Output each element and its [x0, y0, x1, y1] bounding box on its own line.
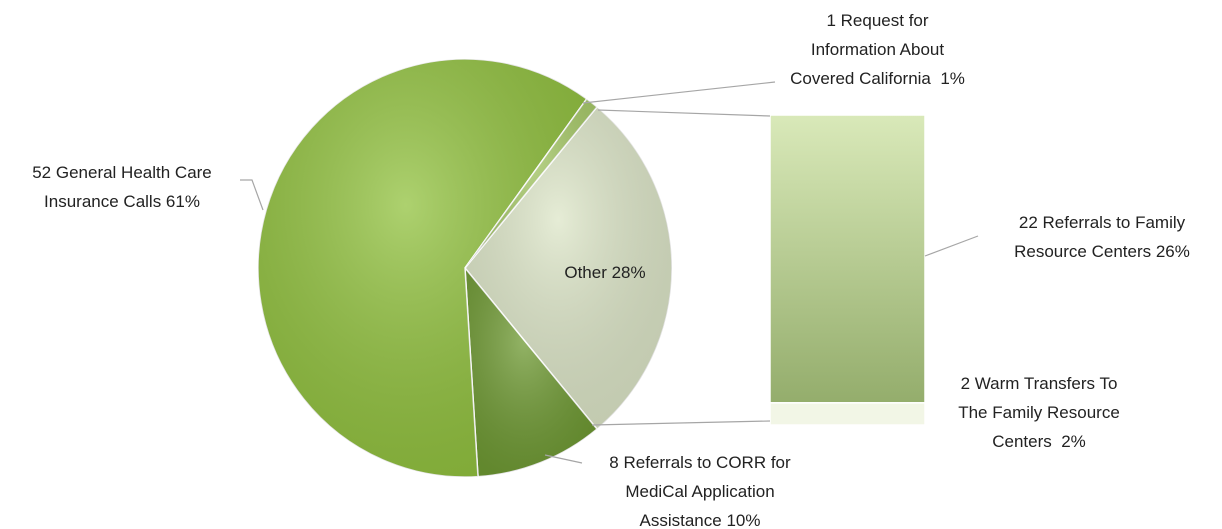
- slice-label: Other 28%: [564, 263, 646, 282]
- slice-label: 8 Referrals to CORR for MediCal Applicat…: [609, 453, 796, 529]
- leader-line: [924, 235, 979, 257]
- bar-label: 2 Warm Transfers To The Family Resource …: [958, 374, 1125, 451]
- leader-line: [544, 454, 583, 464]
- connector-line: [597, 109, 771, 117]
- leader-line: [240, 179, 264, 211]
- slice-label: 1 Request for Information About Covered …: [790, 11, 965, 88]
- slice-label: 52 General Health Care Insurance Calls 6…: [32, 163, 217, 211]
- leader-line: [582, 81, 776, 104]
- bar-label: 22 Referrals to Family Resource Centers …: [1014, 213, 1190, 261]
- bar-segment: [769, 114, 926, 404]
- bar-segment: [769, 402, 926, 426]
- connector-line: [591, 420, 771, 426]
